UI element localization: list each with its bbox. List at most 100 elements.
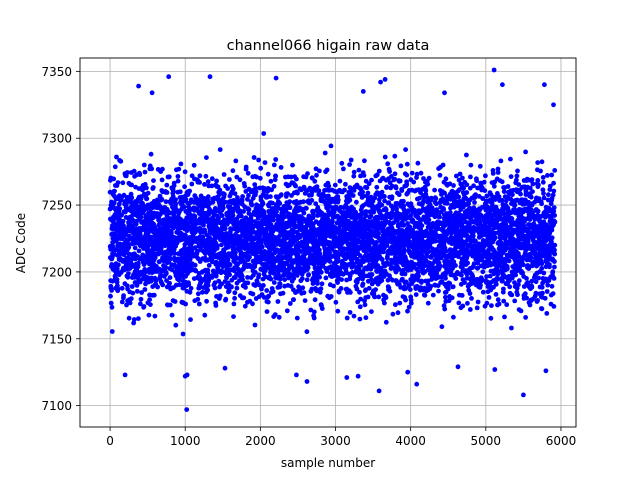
data-point xyxy=(278,192,284,198)
data-point xyxy=(252,322,258,328)
data-point xyxy=(383,295,389,301)
data-point xyxy=(138,215,144,220)
data-point xyxy=(271,280,277,285)
data-point xyxy=(450,284,456,290)
data-point xyxy=(239,198,245,204)
data-point xyxy=(271,271,277,276)
data-point xyxy=(453,263,458,268)
data-point xyxy=(243,164,249,170)
data-point xyxy=(397,300,403,306)
data-point xyxy=(475,299,481,305)
data-point xyxy=(333,299,339,305)
data-point xyxy=(197,275,203,280)
data-point xyxy=(160,282,166,288)
data-point xyxy=(173,197,179,203)
data-point xyxy=(418,170,424,176)
data-point xyxy=(245,196,250,202)
data-point xyxy=(175,178,181,184)
data-point xyxy=(148,302,153,307)
data-point xyxy=(229,254,235,259)
data-point xyxy=(209,259,215,265)
data-point xyxy=(164,190,170,195)
data-point xyxy=(376,231,381,237)
data-point xyxy=(467,291,473,296)
data-point xyxy=(261,131,267,136)
data-point xyxy=(443,176,449,182)
data-point xyxy=(459,272,464,278)
data-point xyxy=(317,251,323,257)
data-point xyxy=(404,172,410,178)
data-point xyxy=(272,312,278,317)
data-point xyxy=(110,245,116,251)
data-point xyxy=(200,289,205,295)
data-point xyxy=(335,197,341,203)
data-point xyxy=(304,277,310,283)
data-point xyxy=(310,214,316,220)
data-point xyxy=(262,160,268,166)
data-point xyxy=(481,179,487,185)
data-point xyxy=(204,298,210,304)
data-point xyxy=(182,232,188,238)
data-point xyxy=(268,276,274,282)
data-point xyxy=(464,152,469,158)
data-point xyxy=(109,329,115,334)
data-point xyxy=(131,168,137,174)
data-point xyxy=(474,178,479,184)
data-point xyxy=(385,161,391,167)
data-point xyxy=(453,276,459,281)
data-point xyxy=(277,201,283,206)
data-point xyxy=(230,168,236,174)
data-point xyxy=(470,233,476,239)
data-point xyxy=(212,280,218,286)
data-point xyxy=(270,200,275,206)
data-point xyxy=(313,201,319,207)
data-point xyxy=(209,275,215,280)
data-point xyxy=(115,286,121,292)
scatter-points xyxy=(107,67,558,412)
data-point xyxy=(335,308,341,314)
data-point xyxy=(232,191,238,197)
data-point xyxy=(175,174,181,179)
data-point xyxy=(228,226,234,232)
data-point xyxy=(200,234,206,240)
data-point xyxy=(318,286,324,292)
data-point xyxy=(137,232,143,238)
data-point xyxy=(314,172,319,178)
data-point xyxy=(464,182,470,188)
data-point xyxy=(351,313,357,319)
data-point xyxy=(258,165,264,171)
data-point xyxy=(416,273,421,279)
data-point xyxy=(150,185,156,190)
data-point xyxy=(357,304,363,310)
data-point xyxy=(205,179,211,185)
data-point xyxy=(248,212,254,218)
data-point xyxy=(112,188,117,194)
data-point xyxy=(144,185,149,191)
data-point xyxy=(401,198,406,204)
data-point xyxy=(228,205,234,211)
data-point xyxy=(389,194,395,200)
data-point xyxy=(305,171,310,177)
data-point xyxy=(426,175,432,181)
data-point xyxy=(164,182,170,188)
data-point xyxy=(151,178,156,184)
data-point xyxy=(425,300,431,306)
data-point xyxy=(433,196,439,202)
data-point xyxy=(186,282,192,287)
data-point xyxy=(318,269,324,275)
data-point xyxy=(324,269,330,274)
data-point xyxy=(395,310,401,316)
data-point xyxy=(319,306,325,311)
data-point xyxy=(129,182,135,188)
data-point xyxy=(225,186,231,191)
data-point xyxy=(239,273,245,279)
data-point xyxy=(341,166,346,172)
data-point xyxy=(209,176,215,182)
data-point xyxy=(142,269,148,275)
data-point xyxy=(173,322,179,328)
data-point xyxy=(480,289,486,295)
data-point xyxy=(241,209,247,214)
data-point xyxy=(163,199,169,205)
data-point xyxy=(259,244,265,250)
data-point xyxy=(311,315,317,321)
